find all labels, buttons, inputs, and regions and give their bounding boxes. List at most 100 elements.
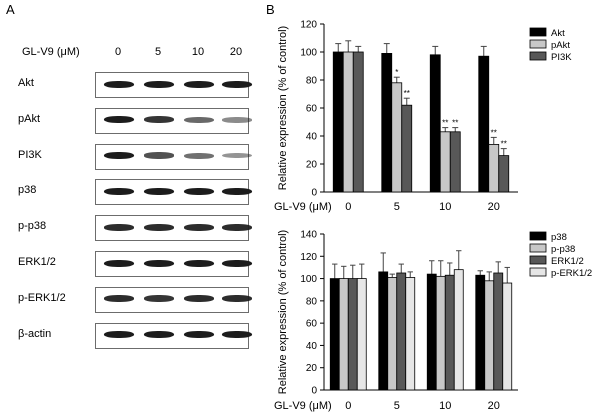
blot-band [222, 295, 252, 303]
x-tick-label: 10 [439, 201, 451, 213]
blot-band [144, 259, 174, 267]
blot-dose-header: GL-V9 (μM) [22, 46, 80, 58]
y-tick-label: 40 [306, 341, 318, 352]
bar [332, 51, 344, 193]
x-tick-label: 10 [439, 400, 451, 412]
significance-mark: ** [501, 140, 507, 149]
blot-band [222, 259, 252, 267]
y-tick-label: 140 [300, 230, 317, 241]
blot-band [144, 152, 174, 159]
blot-band [184, 259, 214, 267]
blot-strip [95, 107, 252, 134]
blot-dose-20: 20 [229, 46, 243, 58]
blot-band [104, 187, 134, 195]
x-tick-label: 20 [488, 201, 500, 213]
bar [378, 271, 389, 391]
blot-band [222, 152, 252, 159]
panel-b-label: B [266, 2, 275, 17]
y-tick-label: 0 [311, 386, 317, 397]
bar [405, 277, 416, 391]
blot-band [222, 187, 252, 195]
blot-band [104, 259, 134, 267]
blot-row-label: p-p38 [18, 220, 47, 233]
x-tick-label: 0 [345, 400, 351, 412]
blot-strip [95, 215, 252, 242]
bar [396, 272, 407, 391]
y-tick-label: 60 [306, 319, 318, 330]
bar [391, 82, 403, 193]
blot-band [104, 331, 134, 339]
bar [356, 278, 367, 391]
y-tick-label: 60 [306, 104, 318, 115]
bar [347, 278, 358, 391]
significance-mark: ** [442, 119, 448, 128]
bar [498, 155, 510, 193]
blot-dose-10: 10 [191, 46, 205, 58]
y-tick-label: 80 [306, 76, 318, 87]
legend-label: pAkt [551, 40, 570, 51]
y-tick-label: 20 [306, 363, 318, 374]
legend-label: p-ERK1/2 [551, 268, 592, 279]
y-tick-label: 100 [300, 274, 317, 285]
blot-band [104, 223, 134, 231]
blot-row-label: β-actin [18, 327, 52, 340]
blot-strip [95, 286, 252, 313]
blot-strip [95, 143, 252, 170]
legend-swatch [529, 255, 547, 265]
x-tick-label: 5 [394, 201, 400, 213]
y-axis-title: Relative expression (% of control) [277, 230, 289, 394]
blot-row-label: PI3K [18, 148, 42, 161]
significance-mark: ** [404, 89, 410, 98]
significance-mark: ** [491, 128, 497, 137]
bar [329, 278, 340, 391]
western-blot-panel: GL-V9 (μM) 0 5 10 20 Akt pAkt PI3K p38 p-p38… [0, 0, 262, 418]
bar [439, 131, 451, 193]
bar [338, 278, 349, 391]
x-tick-label: 0 [345, 201, 351, 213]
y-tick-label: 120 [300, 252, 317, 263]
bar [426, 273, 437, 391]
bar [502, 282, 513, 391]
blot-band [144, 223, 174, 231]
y-tick-label: 100 [300, 48, 317, 59]
bar [493, 272, 504, 391]
legend-swatch [529, 267, 547, 277]
legend-swatch [529, 231, 547, 241]
legend-label: Akt [551, 28, 565, 39]
blot-band [222, 116, 252, 123]
x-tick-label: 5 [394, 400, 400, 412]
blot-strip [95, 179, 252, 206]
legend-label: p38 [551, 232, 567, 243]
bar [429, 54, 441, 193]
blot-band [184, 152, 214, 159]
legend-label: ERK1/2 [551, 256, 584, 267]
blot-row-label: pAkt [18, 112, 41, 125]
y-tick-label: 20 [306, 160, 318, 171]
bar [342, 51, 354, 193]
blot-row-label: Akt [18, 77, 34, 89]
blot-dose-5: 5 [154, 46, 162, 58]
blot-strip [95, 322, 252, 349]
blot-row-label: p-ERK1/2 [18, 291, 66, 304]
legend-swatch [529, 27, 547, 37]
blot-strip [95, 251, 252, 277]
blot-band [104, 152, 134, 160]
bar [484, 280, 495, 391]
blot-strip [95, 72, 252, 98]
blot-row-label: ERK1/2 [18, 256, 56, 268]
blot-band [144, 187, 174, 195]
blot-band [104, 80, 134, 88]
bar [387, 277, 398, 391]
bar [488, 143, 500, 193]
legend-swatch [529, 39, 547, 49]
blot-band [184, 116, 214, 123]
blot-row-label: p38 [18, 184, 37, 197]
x-axis-title: GL-V9 (μM) [274, 201, 332, 213]
significance-mark: * [395, 68, 398, 77]
blot-band [184, 223, 214, 231]
legend-swatch [529, 243, 547, 253]
x-tick-label: 20 [488, 400, 500, 412]
y-tick-label: 120 [300, 20, 317, 31]
blot-band [104, 295, 134, 303]
